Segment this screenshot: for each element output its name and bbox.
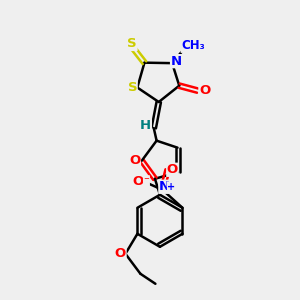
Text: O: O (199, 84, 210, 97)
Text: ⁻: ⁻ (143, 176, 149, 186)
Text: O: O (167, 163, 178, 176)
Text: O: O (129, 154, 140, 167)
Text: +: + (167, 182, 175, 192)
Text: N: N (159, 180, 170, 193)
Text: H: H (140, 119, 151, 133)
Text: O: O (133, 175, 144, 188)
Text: S: S (128, 81, 137, 94)
Text: S: S (127, 38, 137, 50)
Text: N: N (171, 55, 182, 68)
Text: O: O (115, 247, 126, 260)
Text: CH₃: CH₃ (181, 39, 205, 52)
